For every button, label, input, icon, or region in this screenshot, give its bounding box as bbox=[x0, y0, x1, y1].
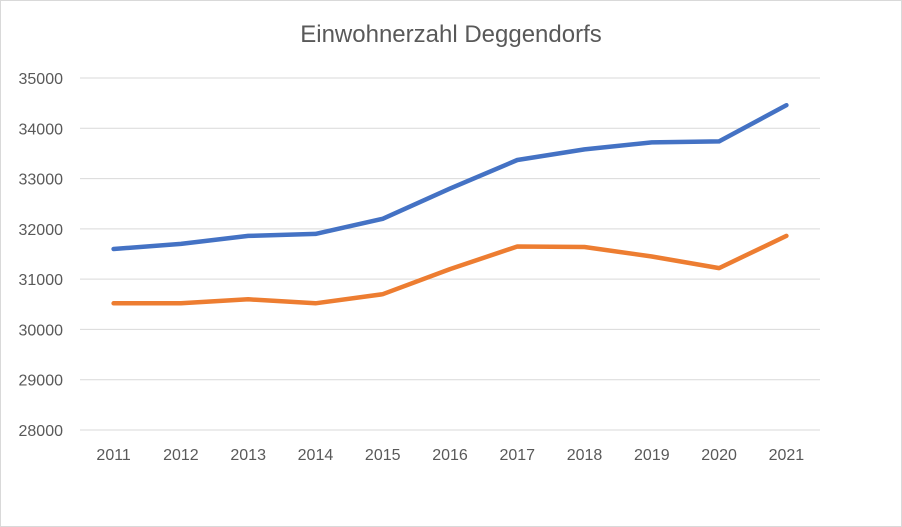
x-tick-label: 2016 bbox=[432, 447, 468, 464]
x-tick-label: 2021 bbox=[769, 447, 805, 464]
y-tick-label: 28000 bbox=[19, 423, 64, 440]
series-line-1 bbox=[111, 102, 789, 252]
y-axis-tick-labels: 28000 29000 30000 31000 32000 33000 34000 35000 bbox=[19, 71, 64, 440]
y-tick-label: 31000 bbox=[19, 272, 64, 289]
chart-title: Einwohnerzahl Deggendorfs bbox=[300, 21, 602, 48]
x-tick-label: 2017 bbox=[499, 447, 535, 464]
y-tick-label: 29000 bbox=[19, 373, 64, 390]
x-tick-label: 2013 bbox=[230, 447, 266, 464]
x-axis-tick-labels: 2011 2012 2013 2014 2015 2016 2017 2018 2019 2020… bbox=[96, 447, 804, 464]
x-tick-label: 2019 bbox=[634, 447, 670, 464]
y-tick-label: 33000 bbox=[19, 172, 64, 189]
y-tick-label: 35000 bbox=[19, 71, 64, 88]
gridlines bbox=[80, 77, 820, 431]
series-line-2 bbox=[111, 233, 789, 306]
x-tick-label: 2012 bbox=[163, 447, 199, 464]
y-tick-label: 34000 bbox=[19, 121, 64, 138]
x-tick-label: 2014 bbox=[298, 447, 334, 464]
series-lines bbox=[111, 102, 789, 306]
y-tick-label: 30000 bbox=[19, 322, 64, 339]
x-tick-label: 2015 bbox=[365, 447, 401, 464]
x-tick-label: 2020 bbox=[701, 447, 737, 464]
y-tick-label: 32000 bbox=[19, 222, 64, 239]
x-tick-label: 2011 bbox=[96, 447, 131, 464]
x-tick-label: 2018 bbox=[567, 447, 603, 464]
